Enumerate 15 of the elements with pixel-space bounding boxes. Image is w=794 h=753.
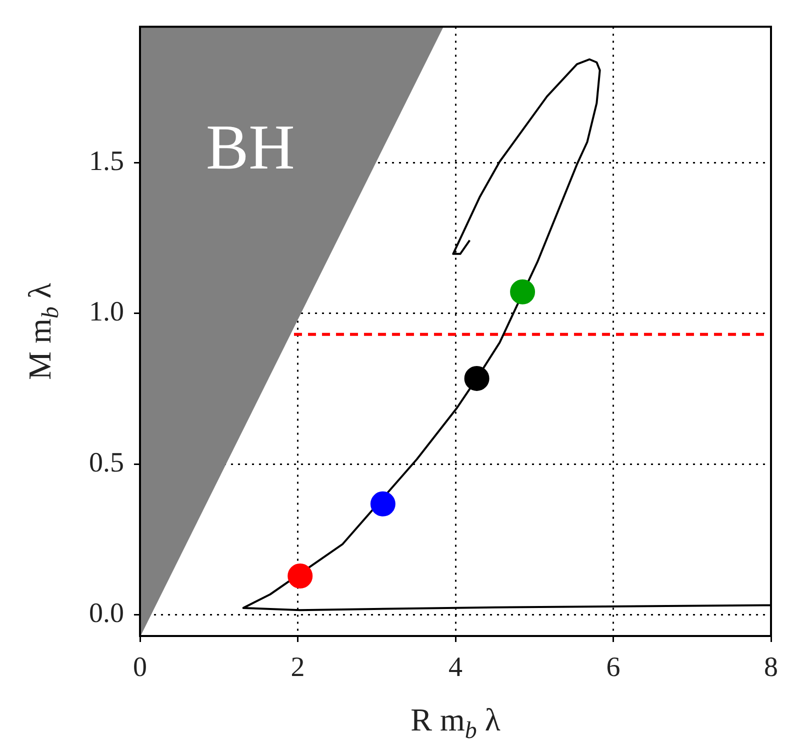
x-tick-label: 8: [764, 652, 778, 684]
point: [288, 563, 313, 588]
y-axis-title: M mb λ: [21, 282, 64, 380]
x-tick-label: 6: [606, 652, 620, 684]
x-tick-label: 4: [448, 652, 462, 684]
annotation: BH: [206, 112, 295, 182]
y-tick-label: 0.5: [89, 447, 124, 478]
point: [510, 279, 536, 304]
x-tick-label: 2: [290, 652, 305, 684]
y-tick-label: 1.5: [89, 146, 124, 177]
point: [464, 366, 490, 391]
point: [370, 491, 396, 516]
y-tick-label: 0.0: [89, 598, 124, 630]
y-tick-label: 1.0: [89, 296, 124, 328]
x-tick-label: 0: [133, 652, 147, 684]
